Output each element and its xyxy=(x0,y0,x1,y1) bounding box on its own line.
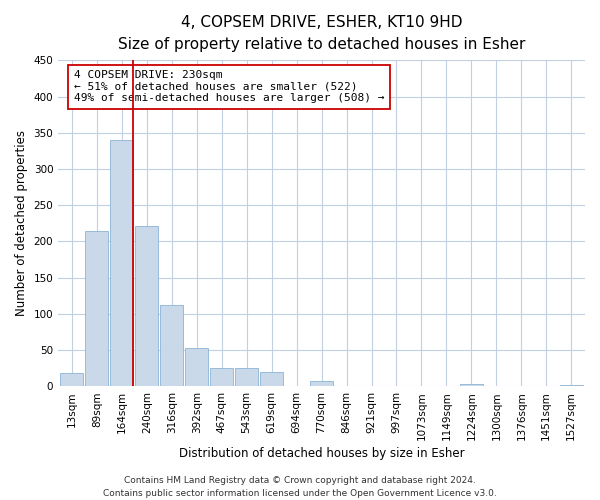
Text: 4 COPSEM DRIVE: 230sqm
← 51% of detached houses are smaller (522)
49% of semi-de: 4 COPSEM DRIVE: 230sqm ← 51% of detached… xyxy=(74,70,385,103)
Bar xyxy=(460,384,483,386)
Bar xyxy=(136,226,158,386)
Y-axis label: Number of detached properties: Number of detached properties xyxy=(15,130,28,316)
Bar xyxy=(210,368,233,386)
Bar xyxy=(160,304,183,386)
Text: Contains HM Land Registry data © Crown copyright and database right 2024.
Contai: Contains HM Land Registry data © Crown c… xyxy=(103,476,497,498)
Title: 4, COPSEM DRIVE, ESHER, KT10 9HD
Size of property relative to detached houses in: 4, COPSEM DRIVE, ESHER, KT10 9HD Size of… xyxy=(118,15,525,52)
Bar xyxy=(85,230,109,386)
Bar xyxy=(110,140,133,386)
X-axis label: Distribution of detached houses by size in Esher: Distribution of detached houses by size … xyxy=(179,447,464,460)
Bar xyxy=(260,372,283,386)
Bar xyxy=(185,348,208,387)
Bar xyxy=(560,385,583,386)
Bar xyxy=(310,382,333,386)
Bar xyxy=(235,368,258,386)
Bar xyxy=(61,374,83,386)
